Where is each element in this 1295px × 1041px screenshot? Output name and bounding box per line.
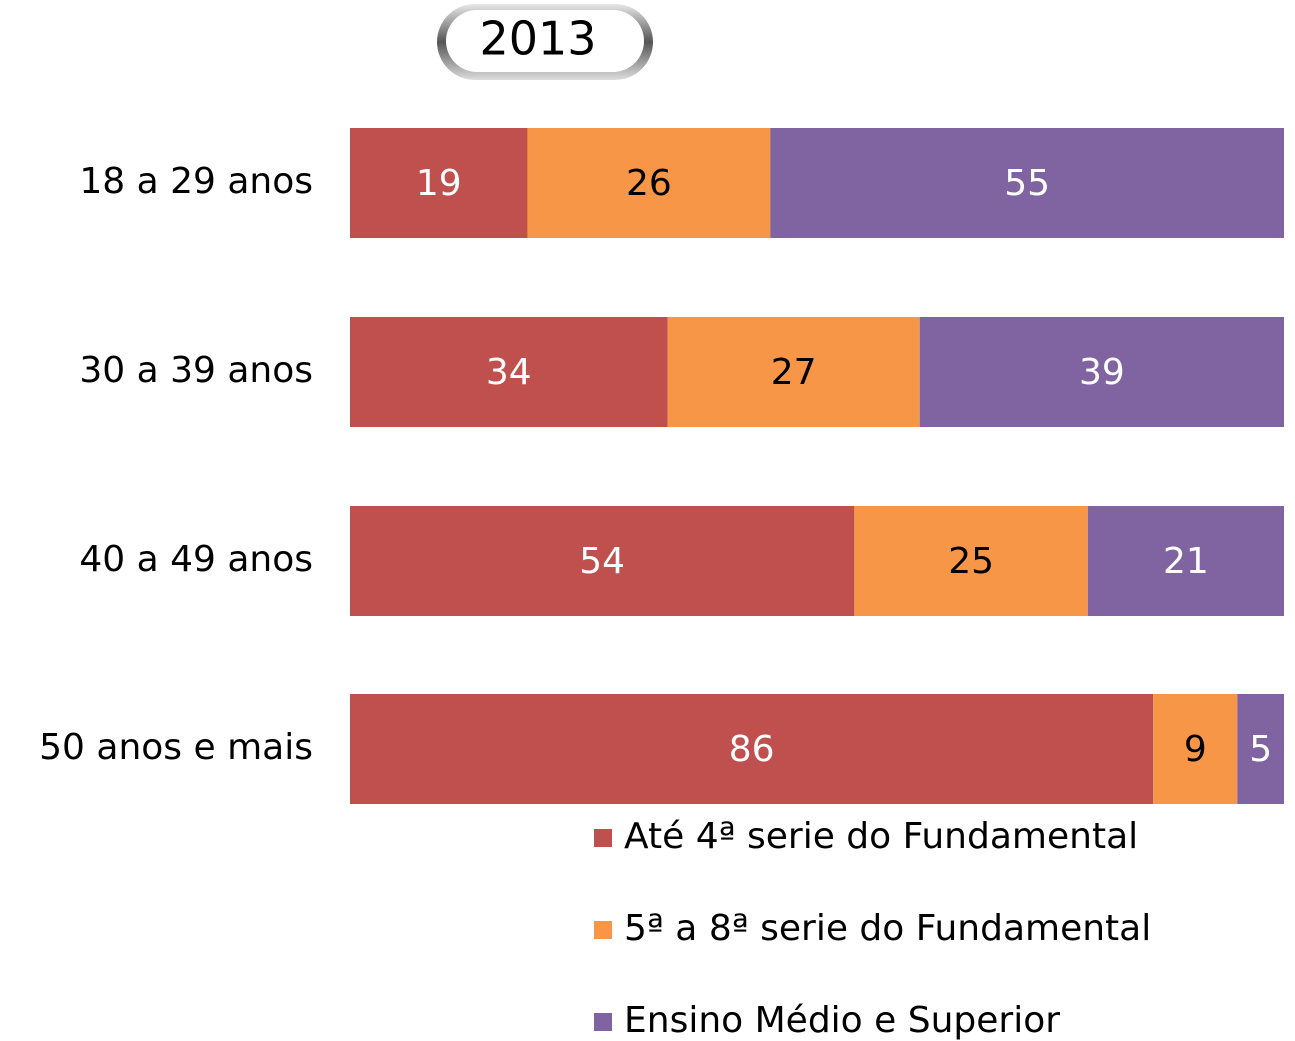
data-label: 54: [579, 541, 625, 582]
legend-swatch: [594, 1013, 612, 1031]
bar-segment: [350, 128, 528, 238]
bar-segment: [1237, 694, 1284, 804]
bar-segment: [350, 694, 1154, 804]
y-tick-label: 40 a 49 anos: [79, 539, 313, 580]
bar-segment: [770, 128, 1284, 238]
data-label: 19: [416, 163, 462, 204]
data-label: 21: [1163, 541, 1209, 582]
y-tick-label: 18 a 29 anos: [79, 161, 313, 202]
bar-segment: [854, 506, 1088, 616]
title-pill: [446, 10, 644, 72]
data-label: 9: [1184, 729, 1207, 770]
data-label: 25: [948, 541, 994, 582]
legend-swatch: [594, 829, 612, 847]
data-label: 34: [486, 352, 532, 393]
bar-segment: [350, 317, 668, 427]
bar-segment: [667, 317, 920, 427]
data-label: 5: [1249, 729, 1272, 770]
bar-segment: [527, 128, 771, 238]
bar-segment: [350, 506, 855, 616]
data-label: 86: [729, 729, 775, 770]
data-label: 39: [1079, 352, 1125, 393]
y-tick-label: 50 anos e mais: [39, 727, 313, 768]
bar-segment: [919, 317, 1284, 427]
data-label: 55: [1004, 163, 1050, 204]
bar-segment: [1153, 694, 1238, 804]
legend-label: 5ª a 8ª serie do Fundamental: [624, 908, 1151, 949]
data-label: 27: [771, 352, 817, 393]
legend-label: Até 4ª serie do Fundamental: [624, 816, 1138, 857]
chart-title: 2013: [479, 12, 596, 66]
data-label: 26: [626, 163, 672, 204]
legend-label: Ensino Médio e Superior: [624, 1000, 1060, 1041]
bar-segment: [1087, 506, 1284, 616]
legend-swatch: [594, 921, 612, 939]
y-tick-label: 30 a 39 anos: [79, 350, 313, 391]
